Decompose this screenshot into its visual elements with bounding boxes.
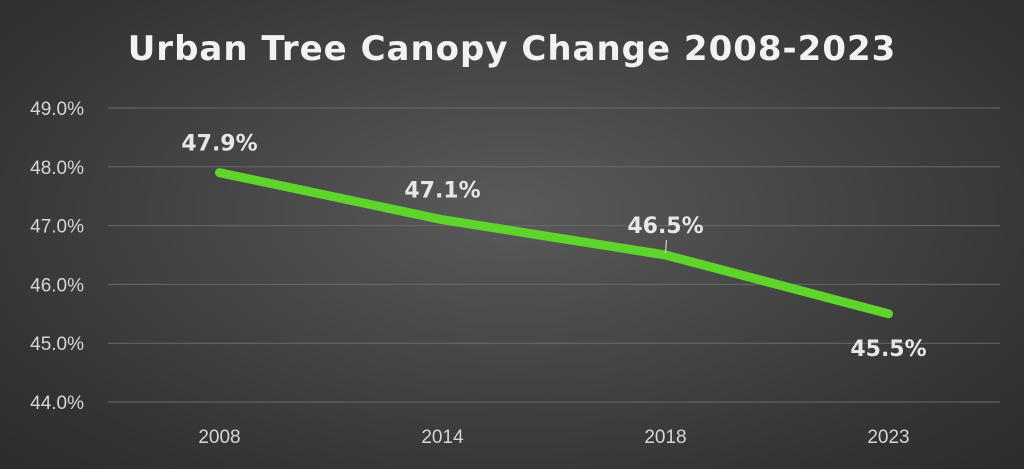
y-tick-label: 49.0% bbox=[30, 99, 84, 120]
chart-title: Urban Tree Canopy Change 2008-2023 bbox=[128, 29, 897, 69]
data-label: 46.5% bbox=[627, 214, 703, 239]
x-tick-label: 2018 bbox=[644, 427, 686, 448]
y-tick-label: 44.0% bbox=[30, 393, 84, 414]
x-tick-label: 2008 bbox=[198, 427, 240, 448]
y-tick-label: 48.0% bbox=[30, 158, 84, 179]
y-tick-label: 46.0% bbox=[30, 275, 84, 296]
x-tick-label: 2014 bbox=[421, 427, 464, 448]
series-line bbox=[215, 168, 893, 319]
data-label: 47.9% bbox=[181, 132, 257, 157]
x-axis-ticks: 2008 2014 2018 2023 bbox=[198, 427, 909, 448]
x-tick-label: 2023 bbox=[867, 427, 909, 448]
y-axis-ticks: 44.0% 45.0% 46.0% 47.0% 48.0% 49.0% bbox=[30, 99, 84, 414]
data-label: 47.1% bbox=[404, 179, 480, 204]
series-layer bbox=[215, 168, 893, 319]
y-tick-label: 47.0% bbox=[30, 217, 84, 238]
data-label-leader bbox=[664, 239, 668, 254]
gridlines bbox=[108, 107, 1000, 403]
data-label: 45.5% bbox=[850, 337, 926, 362]
y-tick-label: 45.0% bbox=[30, 334, 84, 355]
data-labels: 47.9% 47.1% 46.5% 45.5% bbox=[181, 132, 926, 362]
